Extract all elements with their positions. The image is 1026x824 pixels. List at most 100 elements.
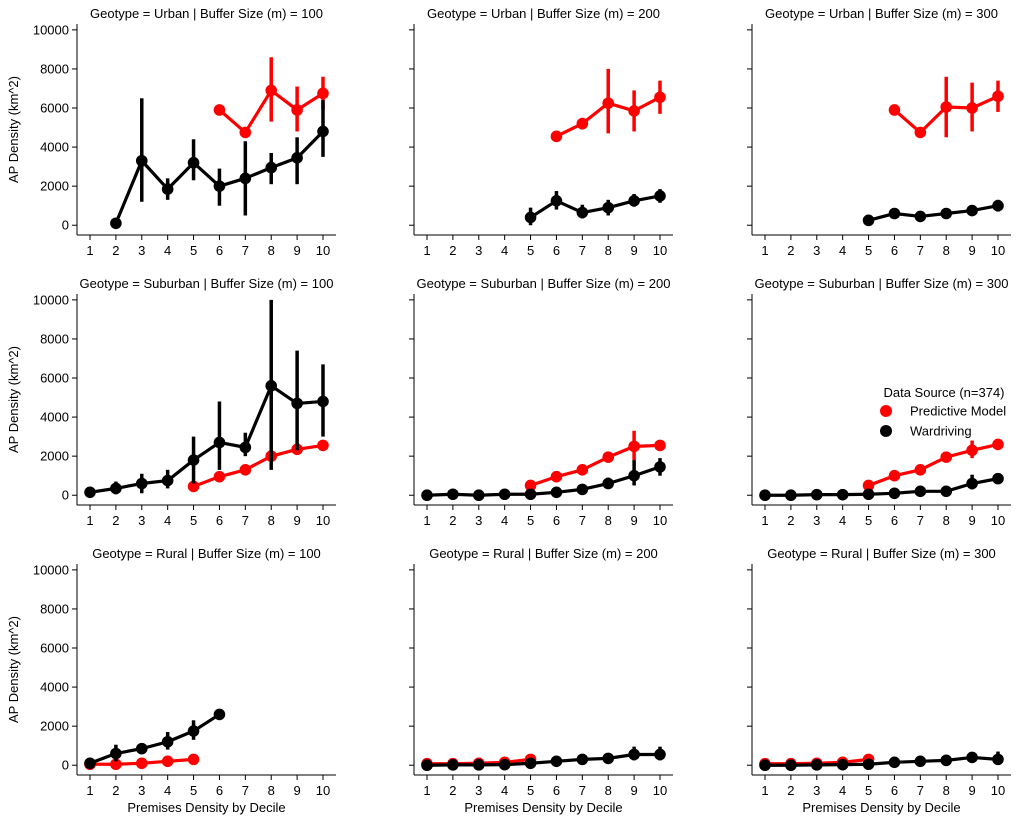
series-line xyxy=(426,465,661,497)
x-tick-label: 1 xyxy=(86,243,93,258)
data-point xyxy=(135,154,148,167)
series-wardriving xyxy=(524,189,666,226)
data-point xyxy=(550,486,563,499)
panel-title: Geotype = Rural | Buffer Size (m) = 100 xyxy=(92,546,321,561)
data-point xyxy=(836,488,849,501)
series-wardriving xyxy=(759,751,1004,772)
x-tick-label: 8 xyxy=(605,783,612,798)
data-point xyxy=(187,156,200,169)
data-point xyxy=(914,464,927,476)
x-tick-label: 6 xyxy=(553,513,560,528)
x-tick-label: 10 xyxy=(991,513,1005,528)
data-point xyxy=(265,84,278,97)
data-point xyxy=(654,461,666,473)
data-point xyxy=(187,454,200,466)
x-tick-label: 6 xyxy=(891,513,898,528)
series-line xyxy=(89,384,324,494)
x-tick-label: 2 xyxy=(112,783,119,798)
x-tick-label: 10 xyxy=(991,243,1005,258)
data-point xyxy=(966,477,978,490)
data-point xyxy=(187,753,200,766)
y-tick-label: 4000 xyxy=(40,410,69,425)
series-line xyxy=(89,713,221,765)
x-tick-label: 6 xyxy=(216,243,223,258)
x-tick-label: 3 xyxy=(813,783,820,798)
data-point xyxy=(888,104,901,116)
data-point xyxy=(940,754,953,767)
data-point xyxy=(602,451,615,463)
y-tick-label: 8000 xyxy=(40,601,69,616)
data-point xyxy=(888,469,901,482)
data-point xyxy=(628,440,640,453)
data-point xyxy=(992,438,1004,451)
data-point xyxy=(213,708,226,721)
panel-title: Geotype = Rural | Buffer Size (m) = 200 xyxy=(429,546,658,561)
y-tick-label: 0 xyxy=(62,218,69,233)
series-wardriving xyxy=(84,299,329,499)
data-point xyxy=(759,759,771,772)
panel-title: Geotype = Urban | Buffer Size (m) = 300 xyxy=(765,6,998,21)
x-tick-label: 5 xyxy=(865,243,872,258)
x-tick-label: 5 xyxy=(527,243,534,258)
data-point xyxy=(628,105,640,117)
series-wardriving xyxy=(421,458,666,502)
x-tick-label: 7 xyxy=(917,513,924,528)
x-tick-label: 1 xyxy=(761,513,768,528)
x-tick-label: 3 xyxy=(138,783,145,798)
x-tick-label: 4 xyxy=(839,243,846,258)
data-point xyxy=(576,464,589,476)
data-point xyxy=(317,439,329,452)
x-tick-label: 10 xyxy=(316,783,330,798)
series-line xyxy=(426,752,660,767)
x-tick-label: 3 xyxy=(475,783,482,798)
data-point xyxy=(472,759,485,771)
data-point xyxy=(524,211,537,224)
data-point xyxy=(862,214,875,227)
panel-title: Geotype = Rural | Buffer Size (m) = 300 xyxy=(767,546,996,561)
x-tick-label: 6 xyxy=(216,783,223,798)
panel-5: Geotype = Suburban | Buffer Size (m) = 2… xyxy=(409,276,673,528)
y-tick-label: 2000 xyxy=(40,179,69,194)
y-tick-label: 10000 xyxy=(33,292,69,307)
series-predictive-model xyxy=(888,76,1004,139)
data-point xyxy=(421,489,433,502)
data-point xyxy=(654,190,666,202)
y-axis-label: AP Density (km^2) xyxy=(6,616,21,723)
data-point xyxy=(836,758,849,771)
legend-label: Wardriving xyxy=(910,424,972,439)
x-tick-label: 1 xyxy=(86,783,93,798)
series-predictive-model xyxy=(524,430,666,492)
y-axis-label: AP Density (km^2) xyxy=(6,346,21,453)
data-point xyxy=(940,207,953,220)
panel-8: Geotype = Rural | Buffer Size (m) = 200 1… xyxy=(409,546,673,815)
x-tick-label: 8 xyxy=(943,243,950,258)
x-tick-label: 9 xyxy=(293,513,300,528)
panel-6: Geotype = Suburban | Buffer Size (m) = 3… xyxy=(747,276,1011,528)
y-axis-label: AP Density (km^2) xyxy=(6,76,21,183)
x-tick-label: 7 xyxy=(579,243,586,258)
series-predictive-model xyxy=(550,68,666,143)
x-tick-label: 8 xyxy=(268,513,275,528)
data-point xyxy=(810,488,823,501)
data-point xyxy=(914,126,927,139)
legend-marker xyxy=(880,405,892,417)
data-point xyxy=(213,104,226,116)
data-point xyxy=(576,483,589,496)
x-tick-label: 5 xyxy=(527,783,534,798)
x-axis-label: Premises Density by Decile xyxy=(127,800,285,815)
data-point xyxy=(239,441,252,454)
x-axis-label: Premises Density by Decile xyxy=(802,800,960,815)
x-tick-label: 6 xyxy=(553,243,560,258)
data-point xyxy=(239,172,252,185)
data-point xyxy=(161,735,174,748)
x-tick-label: 7 xyxy=(579,513,586,528)
data-point xyxy=(628,748,640,761)
data-point xyxy=(498,488,511,501)
y-tick-label: 0 xyxy=(62,758,69,773)
data-point xyxy=(785,489,797,502)
series-line xyxy=(765,477,999,497)
x-tick-label: 1 xyxy=(423,783,430,798)
data-point xyxy=(992,753,1004,766)
data-point xyxy=(550,195,563,207)
x-tick-label: 2 xyxy=(112,513,119,528)
